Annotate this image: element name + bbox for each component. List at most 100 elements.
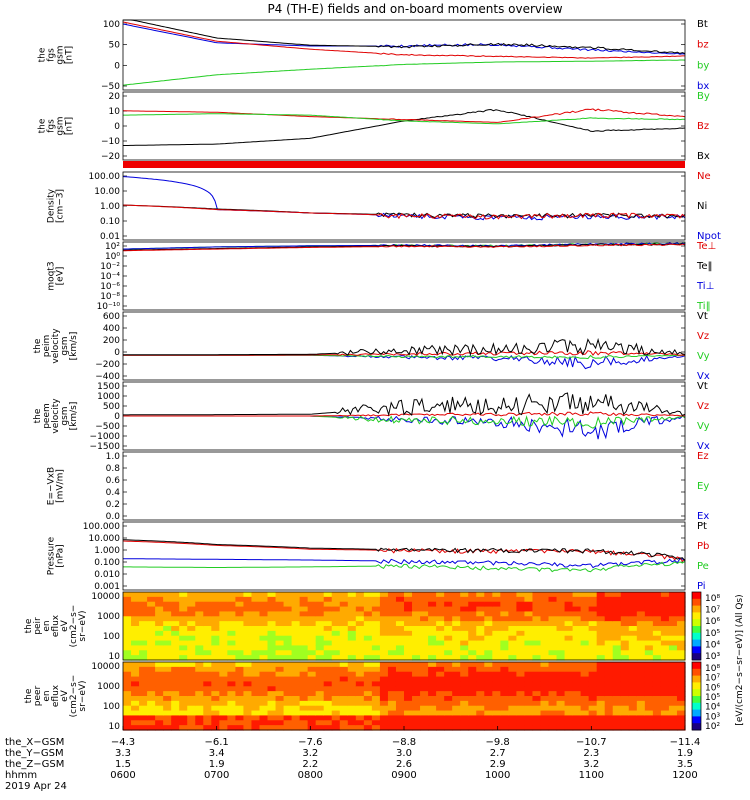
panel-electron_spectrogram: the peer en eflux eV (cm2−s− sr−eV)10000100010… (24, 661, 686, 732)
heatmap-cell (379, 662, 389, 668)
heatmap-cell (476, 662, 485, 668)
heatmap-cell (187, 611, 196, 617)
heatmap-cell (460, 700, 469, 707)
heatmap-cell (660, 601, 670, 608)
y-axis-label: (cm2−s− (69, 605, 79, 648)
x-axis-value: −6.1 (205, 737, 229, 748)
heatmap-cell (195, 650, 204, 656)
heatmap-cell (243, 691, 253, 697)
heatmap-cell (371, 671, 381, 678)
heatmap-cell (123, 681, 132, 687)
heatmap-cell (652, 696, 662, 702)
heatmap-cell (556, 705, 566, 712)
heatmap-cell (387, 592, 397, 598)
heatmap-cell (636, 705, 646, 712)
heatmap-cell (500, 700, 509, 707)
heatmap-cell (604, 710, 614, 717)
heatmap-cell (307, 676, 317, 683)
y-axis-label: eV (60, 689, 70, 702)
heatmap-cell (652, 592, 662, 598)
heatmap-cell (323, 645, 333, 651)
heatmap-cell (412, 725, 421, 731)
heatmap-cell (604, 606, 614, 613)
heatmap-cell (428, 662, 437, 668)
heatmap-cell (219, 611, 228, 617)
heatmap-cell (484, 725, 493, 731)
heatmap-cell (203, 606, 212, 613)
heatmap-cell (564, 650, 574, 656)
heatmap-cell (395, 611, 405, 617)
heatmap-cell (588, 676, 598, 683)
heatmap-cell (588, 611, 598, 617)
heatmap-cell (251, 606, 261, 613)
heatmap-cell (235, 686, 245, 692)
heatmap-cell (516, 681, 526, 687)
heatmap-cell (676, 601, 686, 608)
heatmap-cell (468, 616, 477, 622)
heatmap-cell (532, 592, 542, 598)
heatmap-cell (123, 671, 132, 678)
x-axis-value: 0800 (298, 770, 323, 781)
heatmap-cell (147, 662, 156, 668)
heatmap-cell (243, 640, 253, 647)
heatmap-cell (339, 725, 349, 731)
heatmap-cell (267, 686, 277, 692)
heatmap-cell (315, 700, 325, 707)
heatmap-cell (187, 681, 196, 687)
heatmap-cell (580, 626, 590, 632)
heatmap-cell (259, 616, 269, 622)
heatmap-cell (540, 720, 550, 726)
heatmap-cell (548, 720, 558, 726)
heatmap-cell (187, 640, 196, 647)
heatmap-cell (644, 671, 654, 678)
heatmap-cell (339, 710, 349, 717)
heatmap-cell (243, 681, 253, 687)
heatmap-cell (580, 676, 590, 683)
heatmap-cell (636, 696, 646, 702)
heatmap-cell (676, 611, 686, 617)
heatmap-cell (379, 592, 389, 598)
heatmap-cell (564, 635, 574, 642)
heatmap-cell (612, 710, 622, 717)
heatmap-cell (668, 630, 678, 637)
heatmap-cell (620, 630, 630, 637)
y-axis-label: velocity (51, 398, 61, 434)
heatmap-cell (428, 650, 437, 656)
heatmap-cell (660, 725, 670, 731)
heatmap-cell (644, 635, 654, 642)
y-tick-label: 10² (105, 242, 120, 252)
heatmap-cell (644, 616, 654, 622)
y-tick-label: 0 (114, 412, 120, 422)
y-tick-label: 10 (109, 652, 121, 662)
heatmap-cell (179, 626, 188, 632)
heatmap-cell (564, 630, 574, 637)
heatmap-cell (387, 671, 397, 678)
heatmap-cell (379, 705, 389, 712)
heatmap-cell (227, 592, 236, 598)
heatmap-cell (588, 671, 598, 678)
heatmap-cell (219, 645, 228, 651)
heatmap-cell (572, 645, 582, 651)
heatmap-cell (347, 616, 357, 622)
heatmap-cell (235, 705, 245, 712)
heatmap-cell (436, 645, 445, 651)
heatmap-cell (532, 725, 542, 731)
heatmap-cell (171, 666, 180, 673)
heatmap-cell (395, 662, 405, 668)
heatmap-cell (572, 662, 582, 668)
heatmap-cell (500, 681, 509, 687)
heatmap-cell (484, 601, 493, 608)
heatmap-cell (131, 640, 140, 647)
heatmap-cell (588, 596, 598, 603)
heatmap-cell (339, 720, 349, 726)
heatmap-cell (628, 662, 638, 668)
heatmap-cell (227, 696, 236, 702)
heatmap-cell (540, 640, 550, 647)
heatmap-cell (243, 715, 253, 721)
heatmap-cell (195, 635, 204, 642)
heatmap-cell (628, 630, 638, 637)
heatmap-cell (211, 596, 220, 603)
heatmap-cell (548, 630, 558, 637)
y-tick-label: 1500 (97, 382, 120, 392)
heatmap-cell (508, 696, 517, 702)
